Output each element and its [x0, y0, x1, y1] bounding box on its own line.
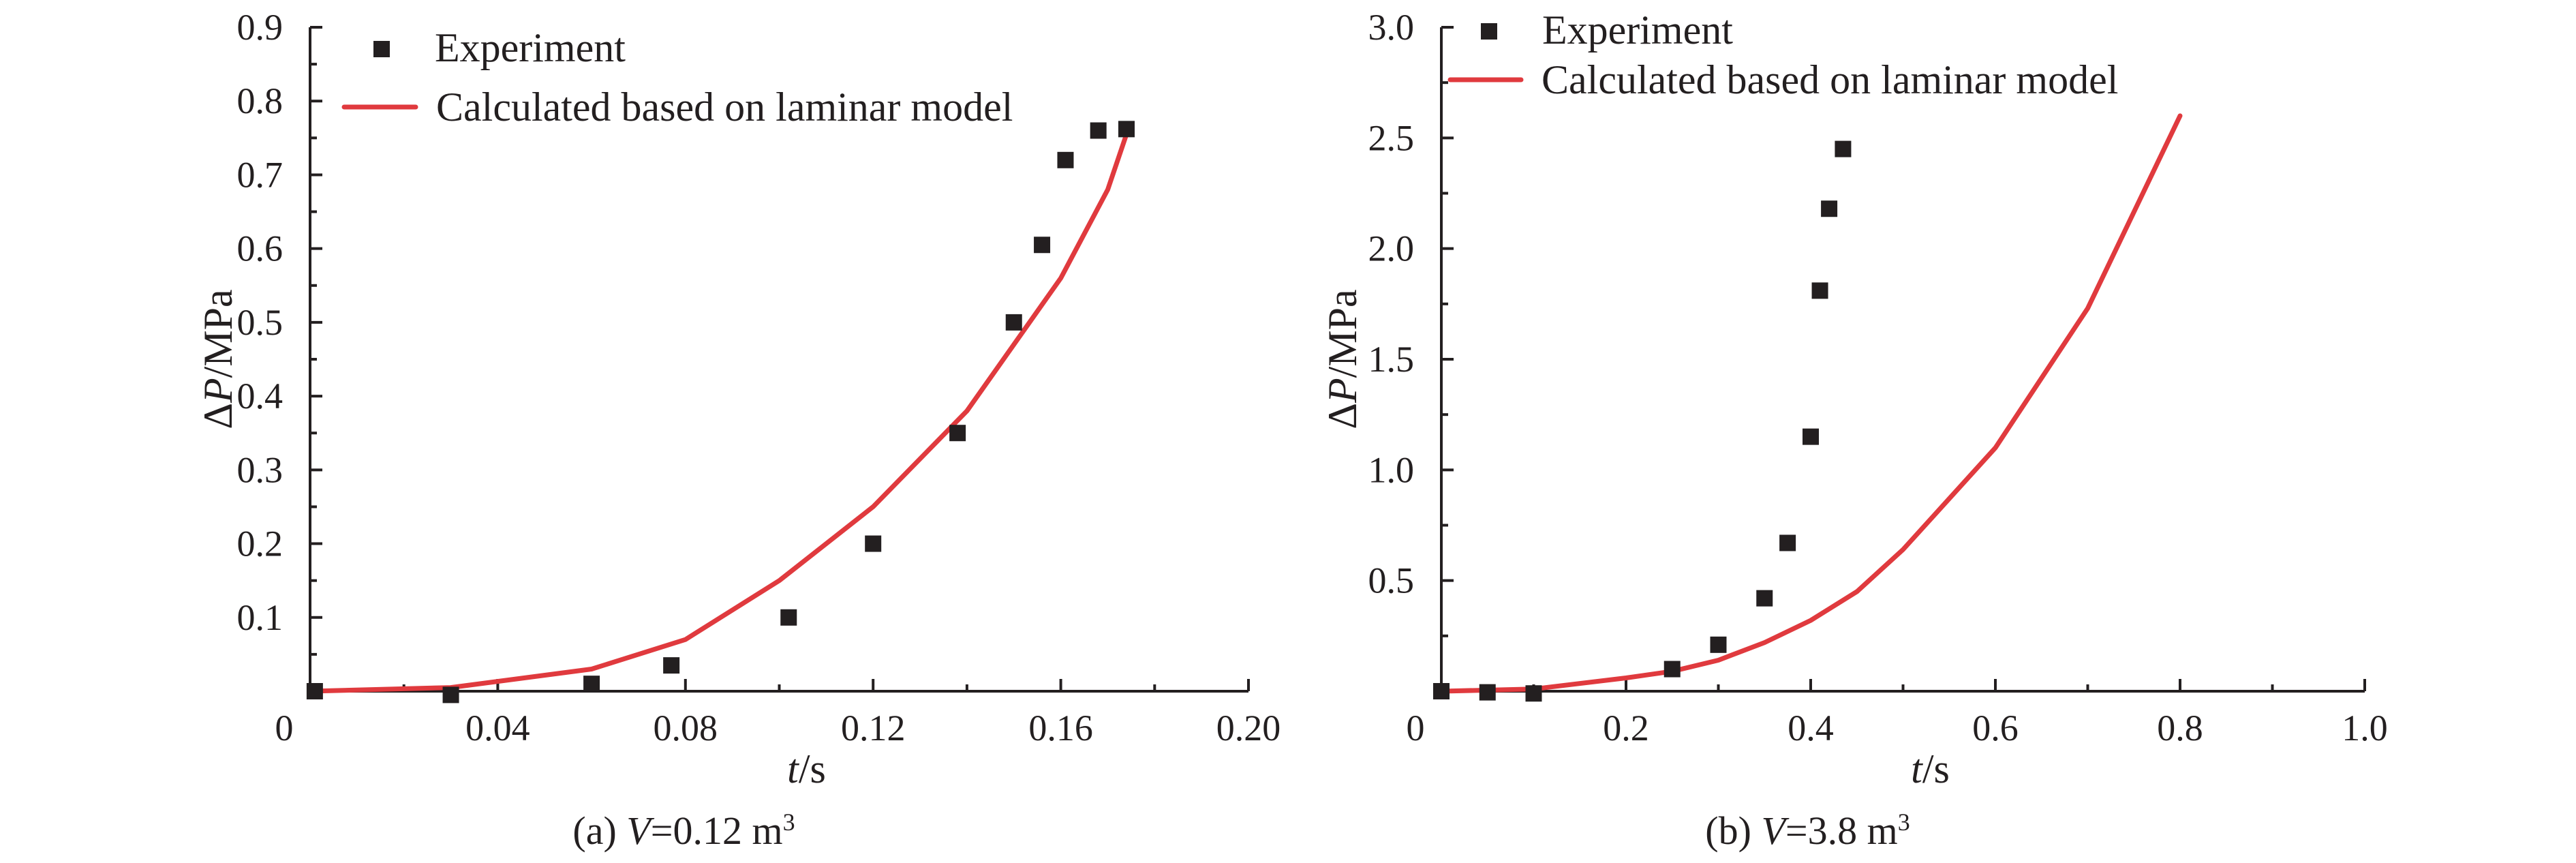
experiment-point	[1479, 684, 1496, 701]
chart-panel-a: 0 0.04 0.08 0.12 0.16 0.20 0.1 0.2 0.3 0.4 0.5 0.6 0…	[196, 7, 1281, 853]
x-tick-label: 0.16	[1028, 708, 1093, 748]
experiment-point	[1090, 122, 1107, 139]
panel-caption: (b) V=3.8 m3	[1705, 808, 1910, 853]
y-tick-label: 0.5	[1368, 560, 1415, 601]
y-axis-title: ΔP/MPa	[1320, 289, 1365, 429]
x-tick-label: 0.2	[1603, 708, 1649, 748]
legend: Experiment Calculated based on laminar mo…	[1447, 7, 2118, 102]
x-tick-label: 0.12	[841, 708, 906, 748]
experiment-point	[1525, 685, 1542, 702]
legend-label-experiment: Experiment	[1542, 7, 1733, 52]
y-tick-label: 2.5	[1368, 117, 1415, 158]
experiment-point	[1433, 683, 1450, 699]
x-tick-label: 0.08	[654, 708, 718, 748]
y-tick-label: 3.0	[1368, 7, 1415, 48]
y-tick-label: 0.6	[237, 228, 283, 269]
x-tick-label: 0.6	[1972, 708, 2019, 748]
experiment-point	[949, 425, 966, 442]
experiment-point	[1811, 282, 1828, 299]
experiment-point	[1835, 140, 1852, 157]
model-line	[1439, 113, 2183, 694]
experiment-point	[1118, 121, 1135, 138]
x-tick-label: 0.4	[1788, 708, 1834, 748]
x-axis-title: t/s	[1911, 746, 1950, 791]
legend-label-experiment: Experiment	[435, 25, 626, 70]
y-tick-label: 0.4	[237, 376, 283, 417]
x-tick-label: 0.20	[1216, 708, 1281, 748]
x-axis-title: t/s	[787, 746, 826, 791]
y-tick-label: 0.3	[237, 449, 283, 490]
legend-marker-experiment	[373, 41, 390, 57]
experiment-point	[583, 676, 600, 693]
panel-caption: (a) V=0.12 m3	[572, 808, 795, 853]
model-line	[307, 132, 1129, 694]
experiment-point	[780, 609, 797, 626]
experiment-point	[1034, 237, 1051, 254]
x-tick-label: 0	[1407, 708, 1425, 748]
y-tick-label: 0.8	[237, 80, 283, 121]
experiment-point	[865, 535, 882, 552]
x-tick-label: 0	[275, 708, 294, 748]
experiment-point	[1779, 534, 1796, 551]
x-tick-label: 0.8	[2157, 708, 2203, 748]
legend-label-model: Calculated based on laminar model	[436, 85, 1013, 130]
legend-marker-experiment	[1481, 23, 1497, 40]
y-tick-label: 1.5	[1368, 339, 1415, 380]
legend: Experiment Calculated based on laminar mo…	[341, 25, 1013, 130]
experiment-point	[1663, 661, 1681, 678]
experiment-point	[663, 657, 680, 674]
x-tick-label: 1.0	[2342, 708, 2388, 748]
experiment-point	[1710, 636, 1727, 653]
y-tick-label: 0.1	[237, 597, 283, 638]
chart-panel-b: 0 0.2 0.4 0.6 0.8 1.0 0.5 1.0 1.5 2.0 2.5 3.0 t/s ΔP/…	[1320, 7, 2388, 853]
y-tick-label: 2.0	[1368, 228, 1415, 269]
experiment-point	[1821, 200, 1838, 217]
experiment-point	[1005, 314, 1022, 331]
experiment-point	[306, 683, 323, 699]
legend-label-model: Calculated based on laminar model	[1542, 57, 2118, 102]
experiment-point	[1057, 151, 1074, 168]
experiment-point	[1756, 590, 1773, 607]
y-tick-label: 0.7	[237, 154, 283, 195]
experiment-point	[442, 686, 459, 703]
y-tick-label: 1.0	[1368, 449, 1415, 490]
experiment-point	[1803, 428, 1819, 445]
y-tick-label: 0.5	[237, 302, 283, 343]
y-tick-label: 0.9	[237, 7, 283, 48]
x-tick-label: 0.04	[465, 708, 530, 748]
y-axis-title: ΔP/MPa	[196, 289, 241, 429]
y-tick-label: 0.2	[237, 524, 283, 564]
